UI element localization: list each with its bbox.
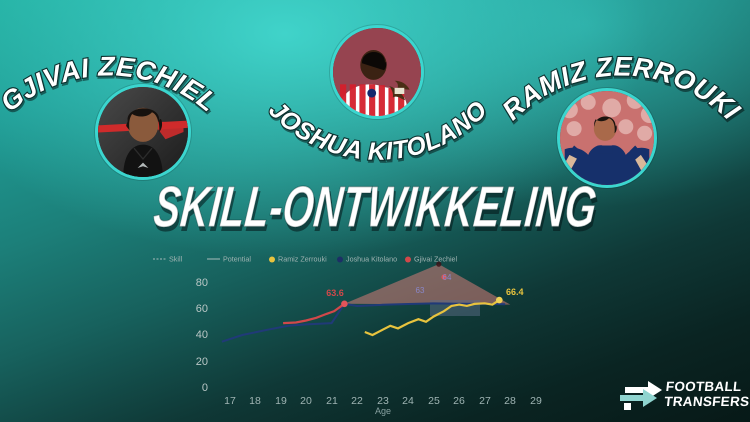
svg-text:29: 29 bbox=[530, 395, 542, 407]
svg-text:27: 27 bbox=[479, 395, 491, 407]
svg-text:17: 17 bbox=[224, 395, 236, 407]
svg-text:80: 80 bbox=[196, 277, 208, 289]
svg-text:GJIVAI ZECHIEL: GJIVAI ZECHIEL bbox=[0, 51, 223, 117]
svg-text:FOOTBALL: FOOTBALL bbox=[665, 379, 742, 394]
svg-text:60: 60 bbox=[196, 303, 208, 315]
svg-text:19: 19 bbox=[275, 395, 287, 407]
svg-text:TRANSFERS: TRANSFERS bbox=[664, 394, 750, 409]
svg-text:21: 21 bbox=[326, 395, 338, 407]
svg-text:JOSHUA KITOLANO: JOSHUA KITOLANO bbox=[263, 96, 493, 166]
svg-text:26: 26 bbox=[453, 395, 465, 407]
svg-text:24: 24 bbox=[402, 395, 414, 407]
svg-text:Age: Age bbox=[375, 406, 391, 416]
svg-text:20: 20 bbox=[196, 356, 208, 368]
svg-text:Skill: Skill bbox=[169, 255, 183, 264]
svg-text:28: 28 bbox=[504, 395, 516, 407]
svg-text:66.4: 66.4 bbox=[506, 287, 524, 297]
svg-text:22: 22 bbox=[351, 395, 363, 407]
svg-text:25: 25 bbox=[428, 395, 440, 407]
svg-text:RAMIZ ZERROUKI: RAMIZ ZERROUKI bbox=[497, 51, 746, 125]
svg-text:40: 40 bbox=[196, 329, 208, 341]
svg-text:20: 20 bbox=[300, 395, 312, 407]
svg-text:18: 18 bbox=[249, 395, 261, 407]
svg-text:0: 0 bbox=[202, 382, 208, 394]
